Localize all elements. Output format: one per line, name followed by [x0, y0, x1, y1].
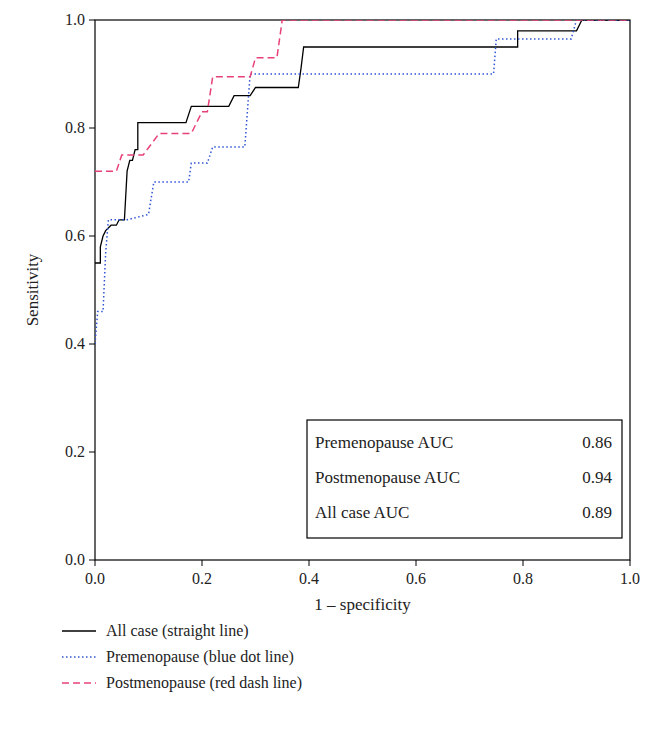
roc-line	[95, 20, 630, 263]
x-tick	[202, 560, 203, 566]
plot-frame	[95, 20, 630, 560]
roc-line	[95, 20, 630, 344]
x-tick	[416, 560, 417, 566]
y-tick-label: 0.6	[65, 227, 85, 244]
legend-label: All case (straight line)	[106, 622, 249, 640]
y-tick	[89, 560, 95, 561]
auc-box	[307, 420, 622, 538]
series-group	[95, 20, 630, 344]
y-tick	[89, 128, 95, 129]
auc-value: 0.89	[582, 503, 612, 522]
y-tick-label: 0.2	[65, 443, 85, 460]
auc-label: All case AUC	[315, 503, 409, 522]
x-tick-label: 1.0	[620, 570, 640, 587]
x-tick	[95, 560, 96, 566]
auc-label: Premenopause AUC	[315, 433, 453, 452]
x-axis-label: 1 – specificity	[314, 595, 411, 614]
y-tick-label: 0.0	[65, 551, 85, 568]
x-tick-label: 0.4	[299, 570, 319, 587]
legend-swatch	[62, 630, 96, 631]
auc-value: 0.86	[582, 433, 612, 452]
legend-label: Premenopause (blue dot line)	[106, 648, 294, 666]
y-tick	[89, 236, 95, 237]
y-tick	[89, 20, 95, 21]
x-tick-label: 0.6	[406, 570, 426, 587]
y-tick	[89, 344, 95, 345]
x-tick	[309, 560, 310, 566]
auc-value: 0.94	[582, 468, 612, 487]
y-tick-label: 0.4	[65, 335, 85, 352]
x-tick-label: 0.0	[85, 570, 105, 587]
auc-label: Postmenopause AUC	[315, 468, 460, 487]
x-tick	[630, 560, 631, 566]
roc-line	[95, 20, 630, 171]
x-tick-label: 0.2	[192, 570, 212, 587]
x-tick-label: 0.8	[513, 570, 533, 587]
y-tick-label: 1.0	[65, 11, 85, 28]
legend-swatch	[62, 682, 96, 683]
x-tick	[523, 560, 524, 566]
y-tick	[89, 452, 95, 453]
legend-label: Postmenopause (red dash line)	[106, 674, 302, 692]
chart: 0.0 0.2 0.4 0.6 0.8 1.0 0.0 0.2 0.4 0.6 0.8 1.0 1 – …	[0, 0, 657, 742]
y-tick-label: 0.8	[65, 119, 85, 136]
legend-swatch	[62, 656, 96, 657]
y-axis-label: Sensitivity	[23, 253, 42, 326]
